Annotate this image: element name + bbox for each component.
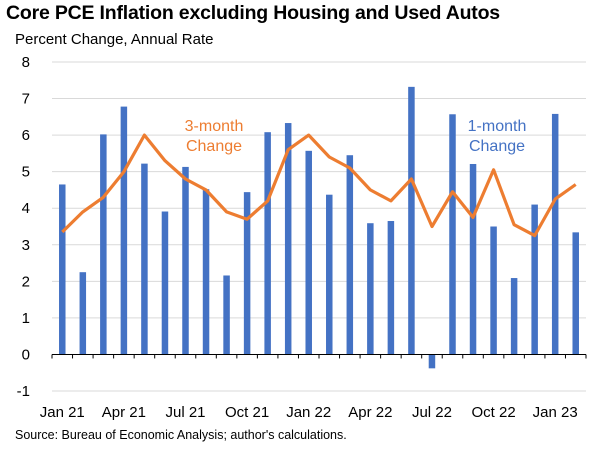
bar-sep-21: [223, 275, 230, 355]
bar-aug-21: [202, 189, 210, 355]
source-note: Source: Bureau of Economic Analysis; aut…: [15, 428, 347, 442]
x-tick-label: Oct 21: [225, 404, 269, 421]
bar-jan-22: [305, 150, 312, 355]
bar-nov-22: [510, 278, 518, 355]
bar-jan-21: [59, 184, 66, 355]
x-tick-label: Oct 22: [471, 404, 515, 421]
series-label-3-month-line1: 3-month: [185, 118, 244, 135]
bar-dec-22: [531, 204, 538, 355]
y-tick-label: 2: [22, 273, 30, 290]
y-tick-label: 8: [22, 54, 30, 71]
x-tick-label: Jul 21: [165, 404, 205, 421]
series-label-3-month-line2: Change: [186, 138, 242, 155]
x-tick-label: Jul 22: [412, 404, 452, 421]
bar-nov-21: [264, 132, 271, 355]
chart-title: Core PCE Inflation excluding Housing and…: [6, 2, 500, 24]
x-tick-label: Jan 21: [40, 404, 85, 421]
line-series-3-month: [61, 133, 577, 238]
bar-apr-21: [120, 106, 128, 355]
bar-aug-22: [449, 114, 456, 355]
bar-feb-22: [326, 194, 333, 355]
x-tick-label: Apr 22: [348, 404, 392, 421]
bar-dec-21: [284, 123, 292, 355]
bar-oct-22: [490, 226, 497, 355]
bar-apr-22: [367, 223, 374, 355]
bar-may-22: [387, 221, 395, 355]
bar-may-21: [141, 163, 148, 355]
y-tick-label: 1: [22, 310, 30, 327]
y-axis-ticks: -1 0 1 2 3 4 5 6 7 8: [17, 54, 30, 400]
bar-oct-21: [243, 192, 251, 355]
bar-series: [59, 86, 579, 369]
bar-jan-23: [551, 113, 559, 355]
y-axis-label: Percent Change, Annual Rate: [15, 31, 214, 48]
bar-sep-22: [469, 163, 477, 355]
x-tick-label: Jan 23: [533, 404, 578, 421]
y-tick-label: 4: [22, 200, 30, 217]
y-tick-label: 5: [22, 164, 30, 181]
y-tick-label: 3: [22, 237, 30, 254]
bar-mar-21: [100, 134, 107, 355]
bar-feb-23: [572, 232, 579, 355]
y-tick-label: 6: [22, 127, 30, 144]
x-tick-label: Jan 22: [286, 404, 331, 421]
x-tick-label: Apr 21: [102, 404, 146, 421]
bar-jun-21: [161, 211, 169, 355]
bar-feb-21: [79, 272, 87, 355]
series-label-1-month-line1: 1-month: [468, 118, 527, 135]
bar-mar-22: [346, 155, 354, 355]
x-axis-ticks: Jan 21 Apr 21 Jul 21 Oct 21 Jan 22 Apr 22 Jul …: [40, 404, 578, 421]
y-tick-label: 0: [22, 346, 30, 363]
bar-jun-22: [408, 86, 415, 355]
x-axis-tick-marks: [51, 354, 587, 359]
bar-jul-22: [428, 354, 436, 369]
y-tick-label: 7: [22, 91, 30, 108]
series-label-1-month-line2: Change: [469, 138, 525, 155]
y-tick-label: -1: [17, 383, 30, 400]
bar-jul-21: [182, 166, 189, 355]
gridlines: [52, 61, 586, 392]
